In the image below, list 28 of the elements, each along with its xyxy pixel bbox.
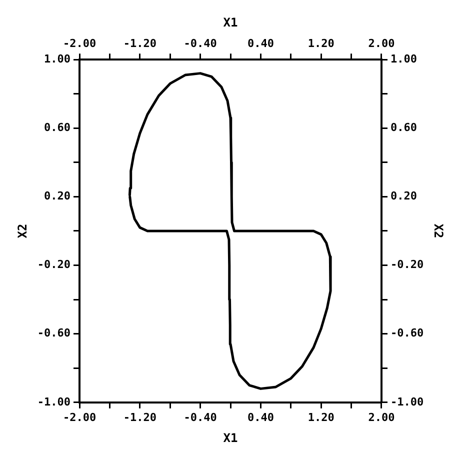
x2-tick-label: -2.00 [62, 36, 96, 50]
y-tick-label: 0.60 [44, 121, 71, 134]
x-axis-title: X1 [223, 430, 238, 445]
y2-axis-title: X2 [432, 224, 446, 238]
y2-tick-label: -0.60 [390, 326, 424, 340]
x2-tick-label: 0.40 [247, 36, 274, 50]
y2-tick-label: -0.20 [390, 258, 424, 272]
y-tick-label: -1.00 [37, 395, 71, 408]
y2-tick-label: -1.00 [390, 395, 424, 408]
x2-tick-label: 2.00 [368, 36, 395, 50]
y-axis-title: X2 [15, 224, 30, 238]
y2-tick-label: 1.00 [390, 52, 417, 66]
y-tick-label: 1.00 [44, 52, 71, 66]
x-tick-label: -2.00 [62, 410, 96, 424]
x-tick-label: 0.40 [247, 410, 274, 424]
x-tick-label: -0.40 [184, 410, 217, 424]
x2-tick-label: 1.20 [308, 36, 334, 50]
x2-axis-title: X1 [223, 15, 238, 30]
y2-tick-label: 0.20 [390, 190, 417, 203]
x2-tick-label: -0.40 [184, 36, 217, 50]
y-tick-label: -0.20 [37, 258, 71, 272]
y-tick-label: -0.60 [37, 326, 71, 340]
x-tick-label: 2.00 [368, 410, 395, 424]
y2-tick-label: 0.60 [390, 121, 417, 134]
x-tick-label: -1.20 [123, 410, 156, 424]
x2-tick-label: -1.20 [123, 36, 156, 50]
x-tick-label: 1.20 [308, 410, 334, 424]
y-tick-label: 0.20 [44, 190, 71, 203]
